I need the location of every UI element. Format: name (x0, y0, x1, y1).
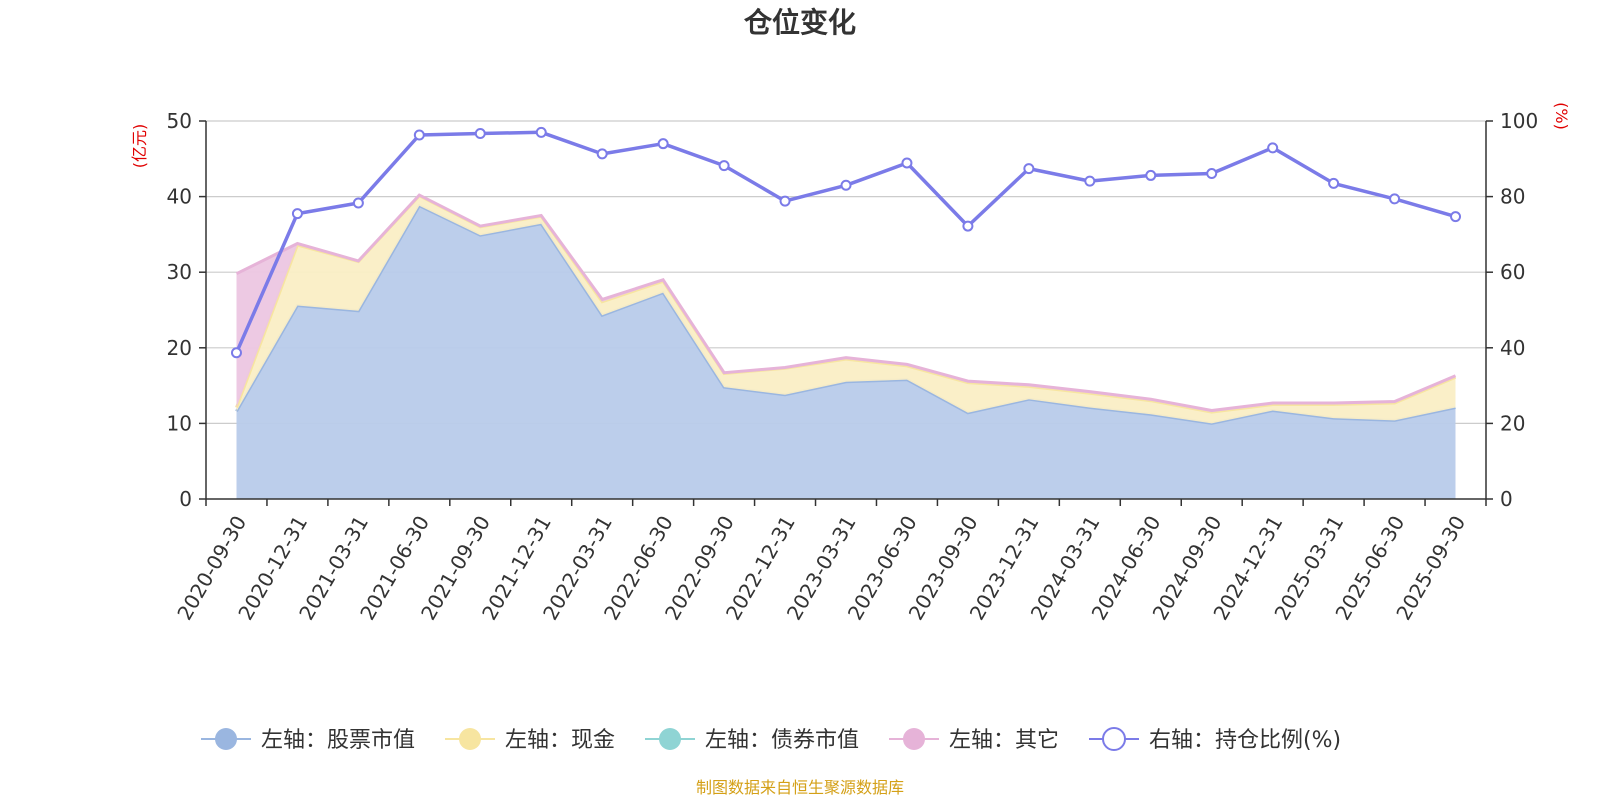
ratio-point (1267, 142, 1279, 154)
legend-label-0: 左轴：股票市值 (261, 728, 415, 753)
right-axis-unit: (%) (1552, 102, 1571, 130)
legend: 左轴：股票市值 左轴：现金 左轴：债券市值 左轴：其它 右轴：持仓比例(%) (201, 727, 1341, 753)
ratio-point (779, 195, 791, 207)
left-axis-tick-label: 20 (167, 336, 192, 360)
left-axis-tick-label: 40 (167, 185, 192, 209)
legend-marker-4 (1102, 727, 1126, 751)
ratio-point (1389, 193, 1401, 205)
right-axis-tick-label: 40 (1500, 336, 1525, 360)
right-axis-tick-label: 80 (1500, 185, 1525, 209)
ratio-point (1450, 211, 1462, 223)
legend-label-3: 左轴：其它 (949, 728, 1059, 753)
left-axis-unit: (亿元) (130, 124, 149, 169)
legend-marker-3 (903, 728, 925, 750)
ratio-point (1328, 177, 1340, 189)
ratio-point (657, 138, 669, 150)
ratio-point (230, 347, 242, 359)
legend-marker-2 (659, 728, 681, 750)
ratio-point (596, 148, 608, 160)
left-axis-tick-label: 30 (167, 260, 192, 284)
legend-marker-1 (459, 728, 481, 750)
ratio-line (230, 126, 1462, 359)
right-axis-tick-label: 100 (1500, 109, 1538, 133)
ratio-point (1206, 168, 1218, 180)
ratio-point (413, 129, 425, 141)
ratio-point (1145, 169, 1157, 181)
legend-label-1: 左轴：现金 (505, 728, 615, 753)
source-note: 制图数据来自恒生聚源数据库 (696, 778, 904, 797)
area-0 (236, 205, 1456, 499)
ratio-point (474, 127, 486, 139)
ratio-point (1023, 163, 1035, 175)
area-1 (236, 195, 1456, 424)
chart-title: 仓位变化 (744, 6, 856, 39)
ratio-point (291, 208, 303, 220)
legend-label-2: 左轴：债券市值 (705, 728, 859, 753)
left-axis-tick-label: 10 (167, 411, 192, 435)
ratio-point (840, 179, 852, 191)
ratio-point (352, 197, 364, 209)
legend-marker-0 (215, 728, 237, 750)
legend-label-4: 右轴：持仓比例(%) (1149, 728, 1341, 753)
right-axis-tick-label: 20 (1500, 411, 1525, 435)
area-edge-3 (235, 193, 1457, 413)
ratio-point (718, 160, 730, 172)
left-axis-tick-label: 50 (167, 109, 192, 133)
left-axis-tick-label: 0 (179, 487, 192, 511)
ratio-point (535, 126, 547, 138)
ratio-point (901, 157, 913, 169)
ratio-point (1084, 175, 1096, 187)
right-axis-tick-label: 0 (1500, 487, 1513, 511)
right-axis-tick-label: 60 (1500, 260, 1525, 284)
ratio-point (962, 220, 974, 232)
stacked-areas (235, 193, 1457, 499)
